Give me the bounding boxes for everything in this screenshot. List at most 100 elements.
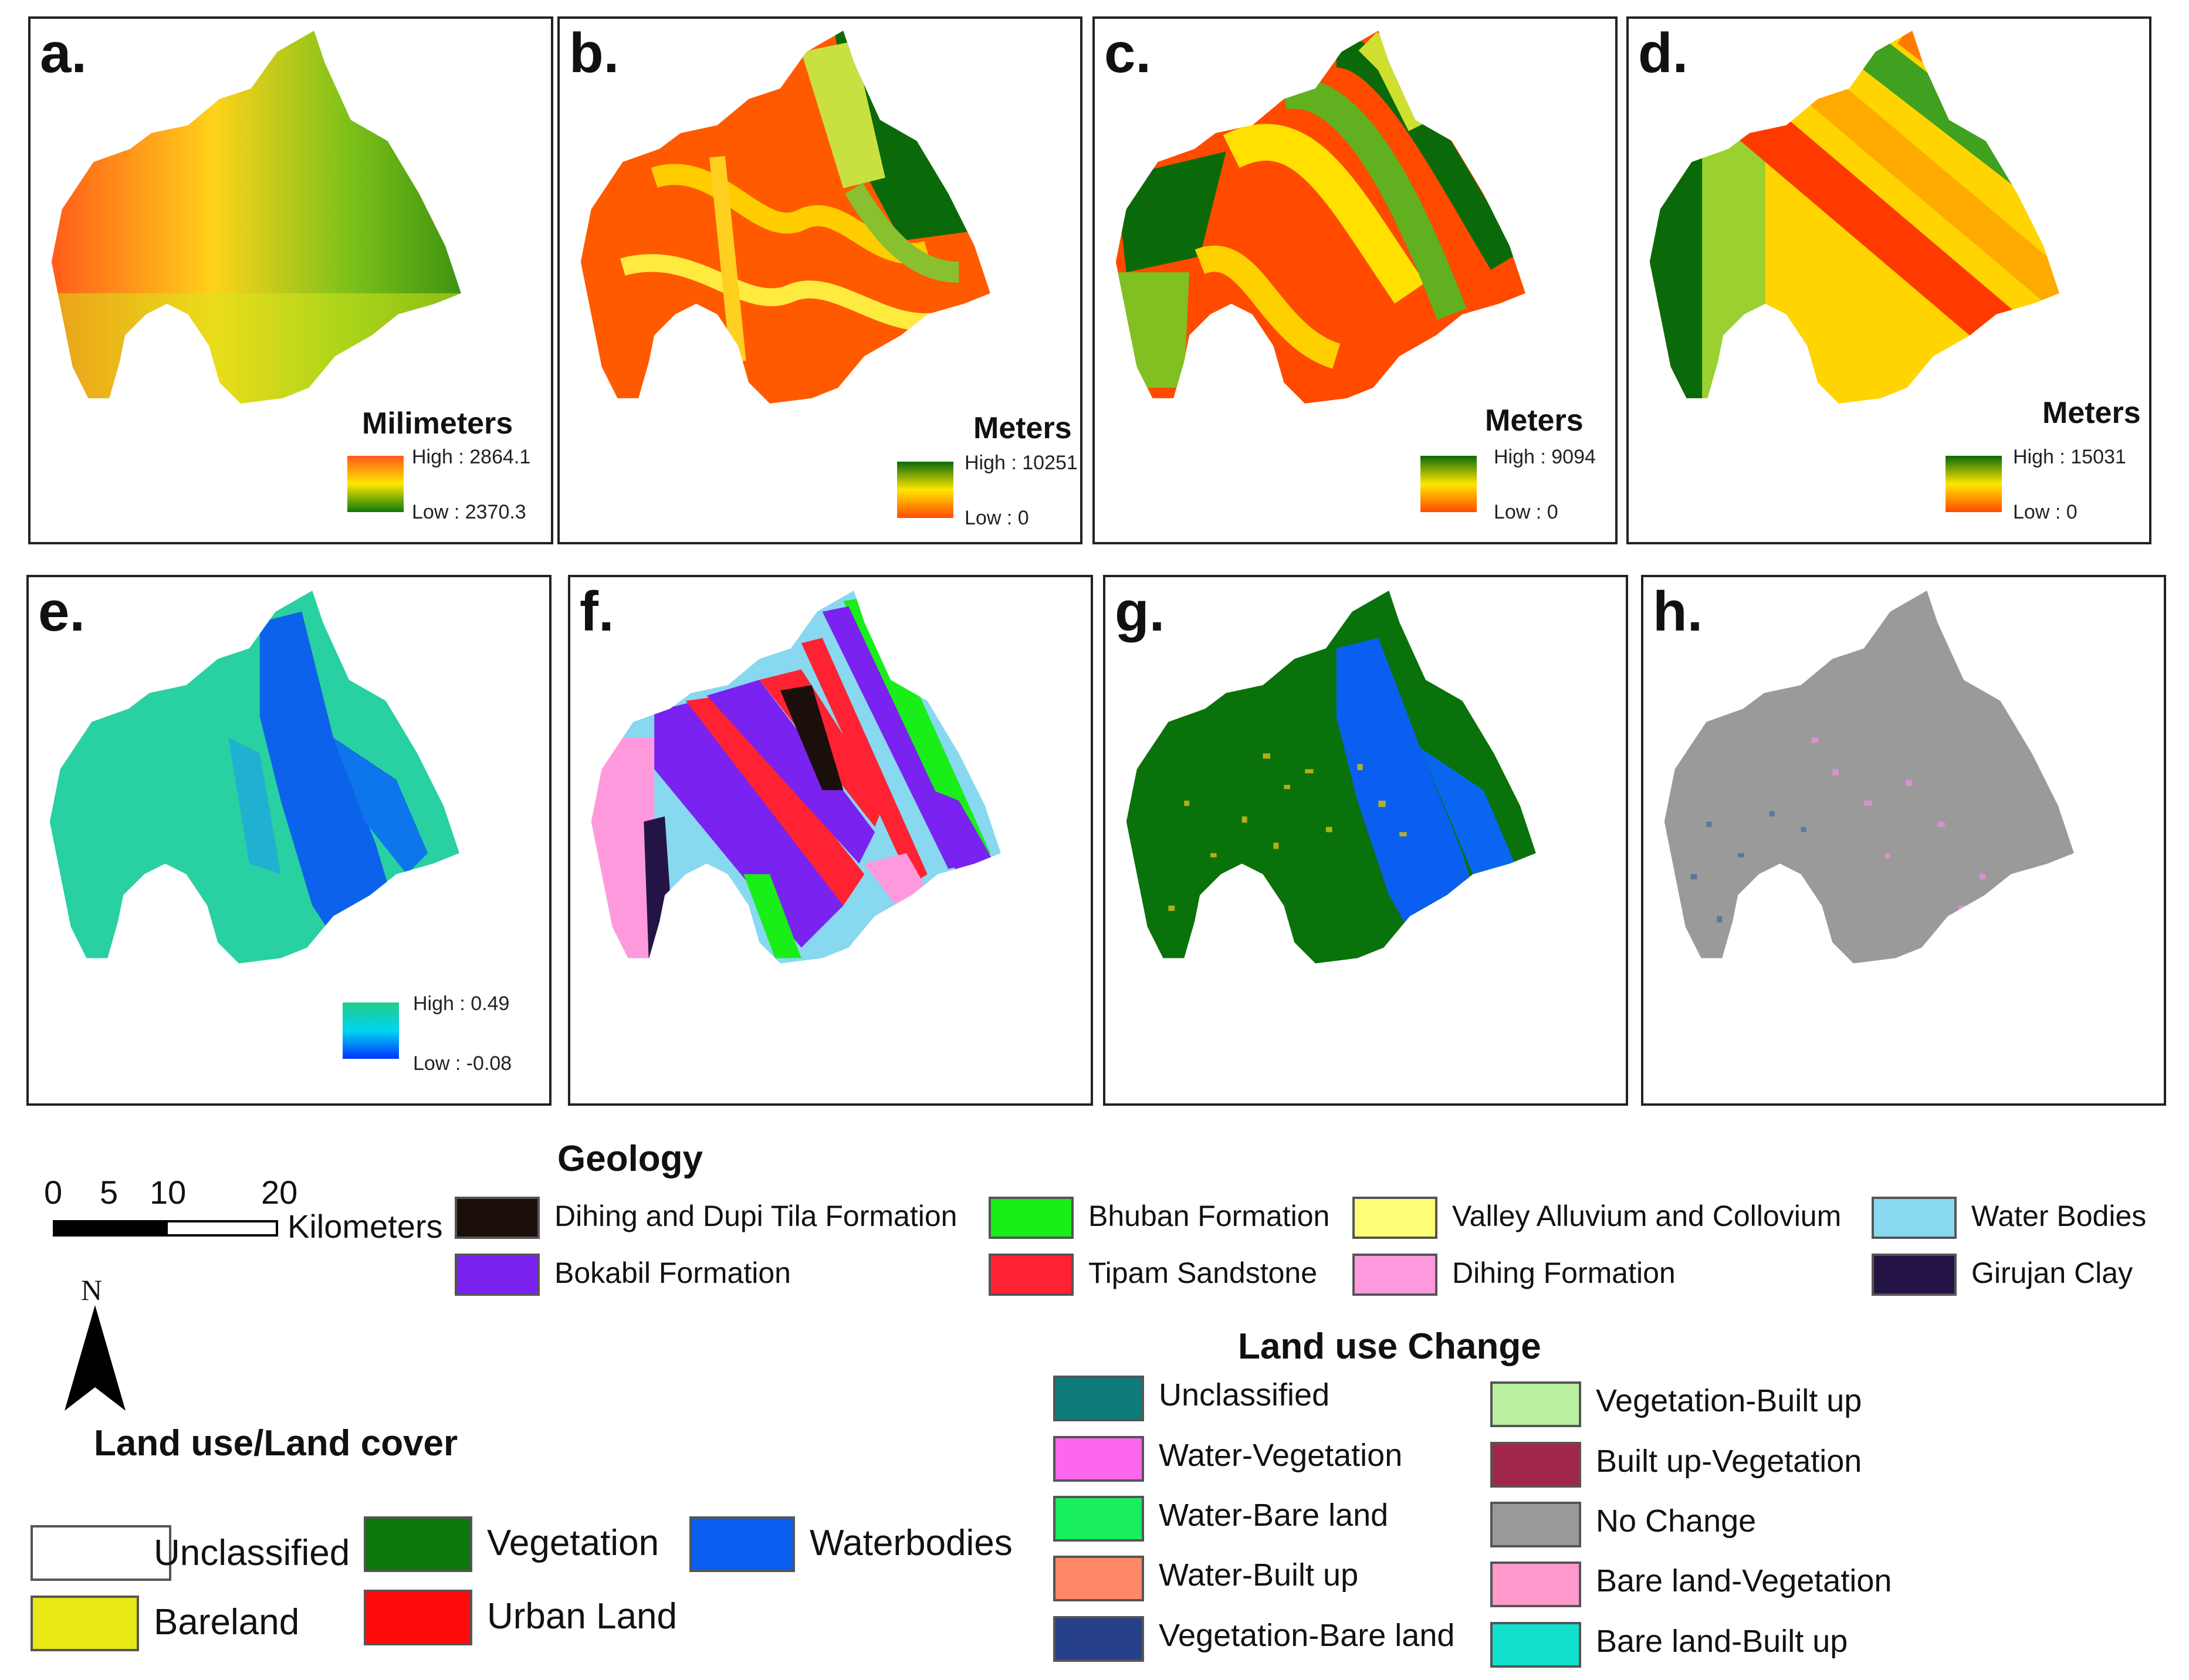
legend-swatch	[1053, 1376, 1144, 1421]
legend-unit: Meters	[1485, 404, 1584, 438]
legend-swatch	[1490, 1562, 1581, 1607]
legend-high: High : 10251	[965, 452, 1078, 474]
legend-color-ramp	[347, 456, 404, 512]
legend-label: Vegetation-Bare land	[1159, 1618, 1455, 1653]
legend-swatch	[689, 1516, 795, 1572]
legend-swatch	[1872, 1197, 1957, 1239]
north-arrow: N	[59, 1273, 141, 1411]
legend-label: Girujan Clay	[1971, 1256, 2133, 1289]
geology-map	[591, 590, 1001, 964]
legend-low: Low : -0.08	[413, 1052, 512, 1075]
north-label: N	[81, 1273, 103, 1306]
scale-bar: 0 5 10 20 Kilometers	[41, 1173, 487, 1255]
panel-d-distance: d. Meters High : 15031 Low : 0	[1626, 16, 2151, 544]
scale-bar-black	[53, 1220, 165, 1237]
legend-label: Bareland	[154, 1602, 300, 1642]
panel-letter: a.	[40, 22, 87, 84]
legend-swatch	[1053, 1616, 1144, 1662]
legend-swatch	[364, 1590, 472, 1645]
legend-label: Valley Alluvium and Collovium	[1452, 1200, 1842, 1232]
panel-letter: g.	[1115, 580, 1165, 643]
legend-swatch	[455, 1197, 540, 1239]
geology-title: Geology	[557, 1139, 703, 1179]
legend-swatch	[1872, 1254, 1957, 1296]
distance-map-d	[1649, 31, 2059, 404]
legend-low: Low : 2370.3	[412, 501, 526, 523]
legend-swatch	[455, 1254, 540, 1296]
legend-label: Vegetation	[487, 1523, 659, 1563]
legend-label: Bokabil Formation	[554, 1256, 791, 1289]
legend-swatch	[1053, 1436, 1144, 1482]
legend-swatch	[31, 1525, 171, 1581]
panel-g-landuse: g.	[1103, 575, 1628, 1106]
legend-unit: Milimeters	[362, 407, 513, 441]
panel-letter: f.	[580, 580, 614, 643]
landuse-title: Land use/Land cover	[94, 1423, 458, 1464]
distance-map-b	[580, 31, 990, 404]
legend-label: Water Bodies	[1971, 1200, 2147, 1232]
panel-letter: c.	[1104, 22, 1152, 84]
legend-high: High : 0.49	[413, 993, 510, 1015]
landuse-map	[1126, 590, 1536, 964]
scale-tick: 0	[44, 1174, 63, 1211]
legend-high: High : 2864.1	[412, 446, 531, 468]
legend-label: Tipam Sandstone	[1088, 1256, 1318, 1289]
legend-swatch	[989, 1197, 1074, 1239]
panel-e-ndvi: e. High : 0.49 Low : -0.08	[26, 575, 552, 1106]
legend-swatch	[1490, 1622, 1581, 1668]
legend-low: Low : 0	[1494, 501, 1558, 523]
legend-color-ramp	[1946, 456, 2002, 512]
legend-high: High : 9094	[1494, 446, 1596, 468]
legend-swatch	[1352, 1197, 1437, 1239]
legend-label: Bare land-Vegetation	[1596, 1563, 1892, 1598]
panel-c-distance: c. Meters High : 9094 Low : 0	[1092, 16, 1618, 544]
scale-unit: Kilometers	[287, 1208, 443, 1245]
legend-swatch	[1490, 1442, 1581, 1488]
legend-color-ramp	[1420, 456, 1477, 512]
legend-label: Urban Land	[487, 1596, 678, 1637]
legend-swatch	[1490, 1502, 1581, 1547]
legend-label: Unclassified	[154, 1533, 350, 1573]
legend-swatch	[1053, 1556, 1144, 1601]
precipitation-map	[51, 31, 461, 404]
ndvi-map	[49, 590, 459, 964]
panel-letter: e.	[38, 580, 86, 643]
legend-label: No Change	[1596, 1503, 1757, 1539]
landuse-change-map	[1664, 590, 2074, 964]
legend-label: Bare land-Built up	[1596, 1624, 1848, 1659]
panel-letter: h.	[1653, 580, 1703, 643]
legend-label: Water-Bare land	[1159, 1498, 1389, 1533]
legend-swatch	[1053, 1496, 1144, 1542]
legend-label: Water-Vegetation	[1159, 1438, 1403, 1473]
legend-low: Low : 0	[2013, 501, 2078, 523]
legend-label: Bhuban Formation	[1088, 1200, 1330, 1232]
distance-map-c	[1115, 31, 1525, 404]
scale-tick: 5	[100, 1174, 119, 1211]
legend-unit: Meters	[2042, 396, 2141, 430]
scale-bar-white	[165, 1220, 278, 1237]
legend-label: Unclassified	[1159, 1377, 1330, 1413]
legend-swatch	[364, 1516, 472, 1572]
legend-color-ramp	[343, 1002, 399, 1059]
legend-label: Built up-Vegetation	[1596, 1444, 1862, 1479]
scale-tick: 10	[150, 1174, 187, 1211]
legend-label: Dihing and Dupi Tila Formation	[554, 1200, 958, 1232]
panel-b-distance: b. Meters High : 10251 Low : 0	[557, 16, 1082, 544]
scale-tick: 20	[261, 1174, 298, 1211]
legend-swatch	[31, 1596, 139, 1651]
legend-swatch	[1490, 1381, 1581, 1427]
legend-swatch	[1352, 1254, 1437, 1296]
legend-low: Low : 0	[965, 507, 1029, 529]
legend-label: Water-Built up	[1159, 1557, 1359, 1593]
legend-label: Waterbodies	[810, 1523, 1013, 1563]
legend-swatch	[989, 1254, 1074, 1296]
panel-h-landuse-change: h.	[1641, 575, 2166, 1106]
north-arrow-icon	[65, 1305, 126, 1411]
legend-color-ramp	[897, 462, 953, 518]
panel-a-precipitation: a. Milimeters High : 2864.1 Low : 2370.3	[28, 16, 553, 544]
legend-label: Vegetation-Built up	[1596, 1383, 1862, 1418]
legend-label: Dihing Formation	[1452, 1256, 1676, 1289]
legend-unit: Meters	[973, 411, 1072, 445]
panel-letter: b.	[569, 22, 620, 84]
panel-f-geology: f.	[568, 575, 1093, 1106]
